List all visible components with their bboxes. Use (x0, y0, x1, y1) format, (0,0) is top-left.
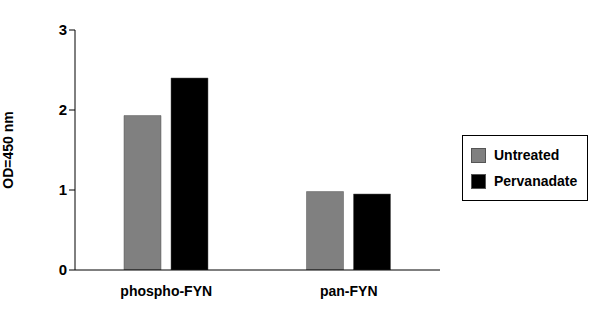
svg-text:1: 1 (59, 181, 67, 198)
svg-text:OD=450 nm: OD=450 nm (8, 111, 16, 188)
svg-text:phospho-FYN: phospho-FYN (120, 283, 212, 299)
svg-text:3: 3 (59, 21, 67, 38)
svg-text:pan-FYN: pan-FYN (320, 283, 378, 299)
svg-text:2: 2 (59, 101, 67, 118)
html-text:Pervanadate: Pervanadate (494, 173, 578, 189)
html-text:Untreated: Untreated (494, 147, 560, 163)
svg-text:0: 0 (59, 261, 67, 278)
